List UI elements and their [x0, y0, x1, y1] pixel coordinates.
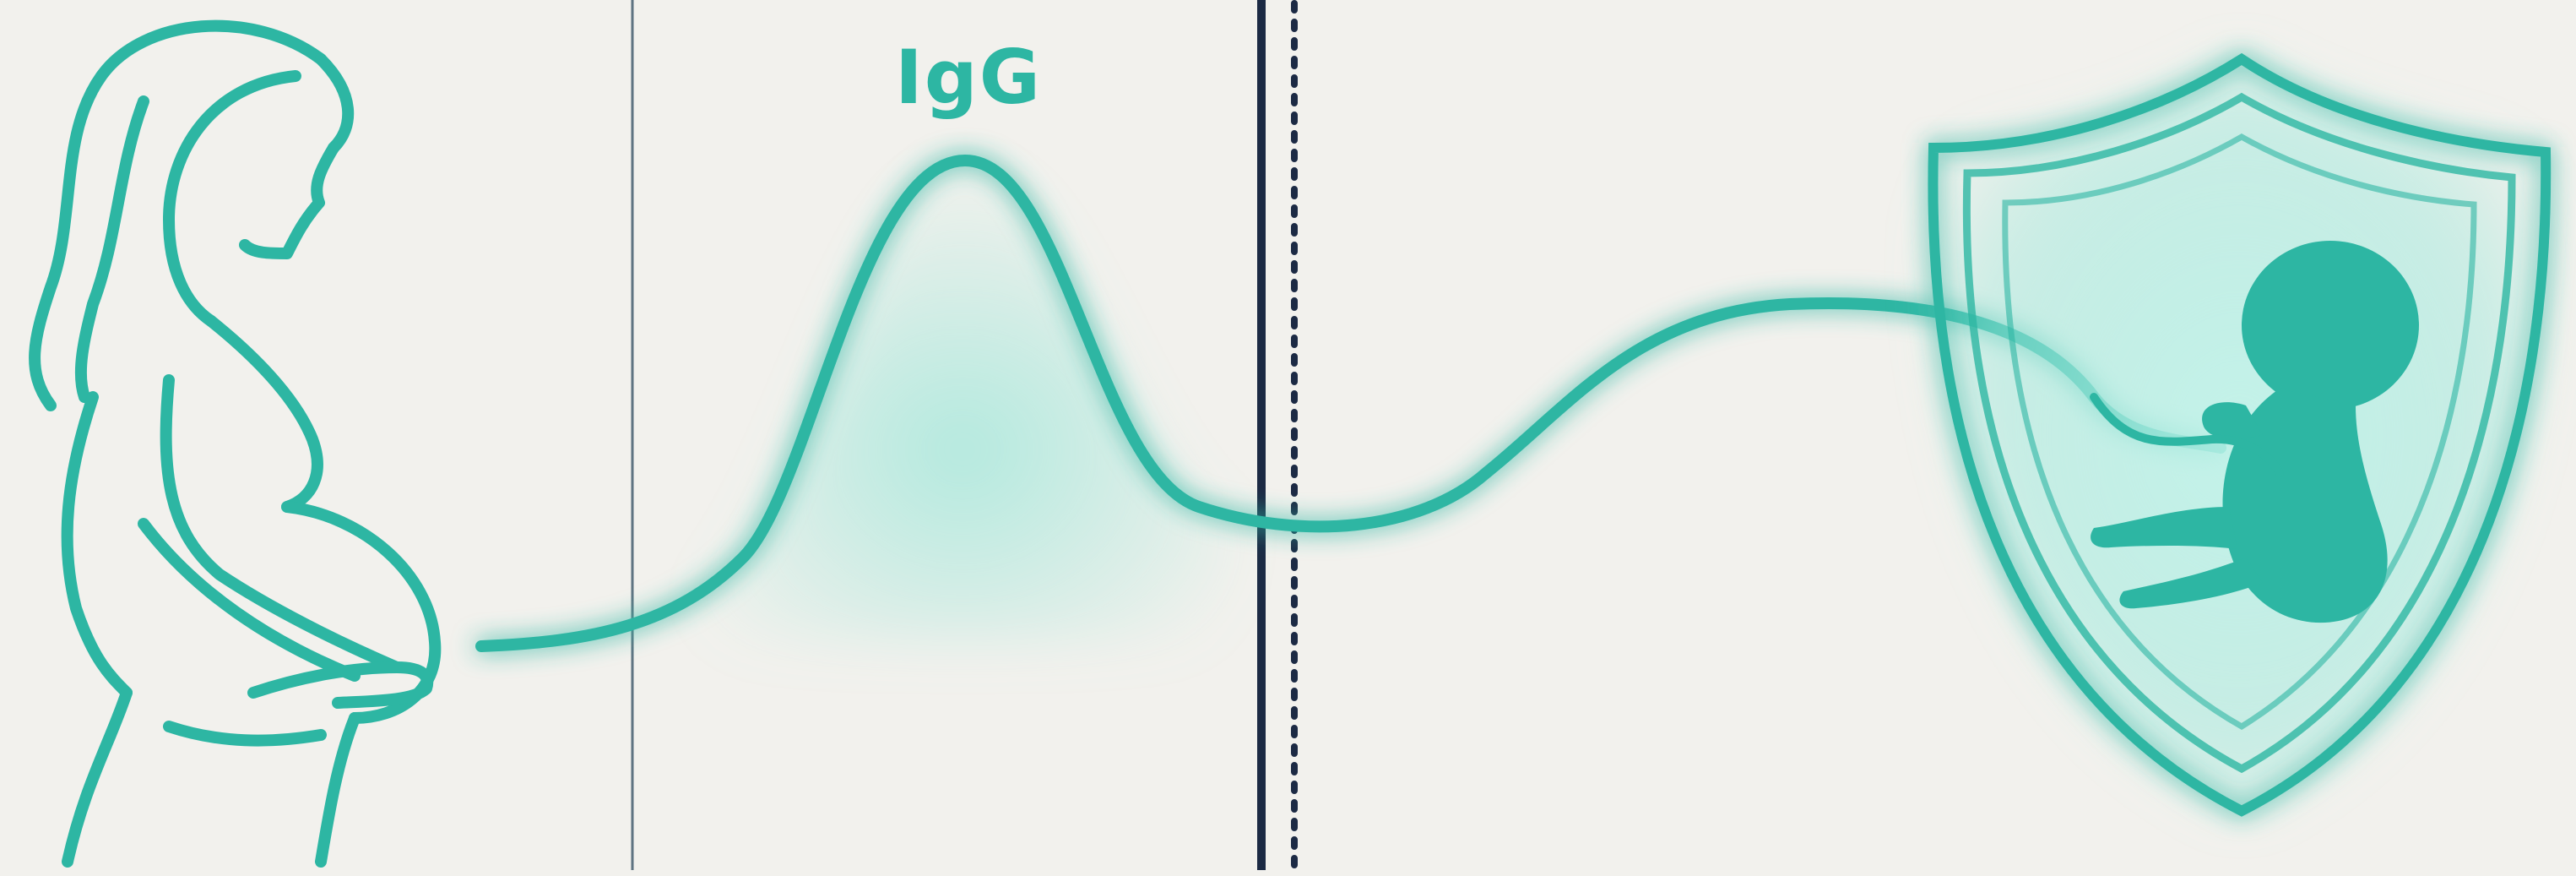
- fetus-icon: [2091, 241, 2419, 623]
- pregnant-woman-icon: [29, 19, 442, 868]
- igg-label: IgG: [895, 34, 1042, 121]
- barrier-line: [1257, 0, 1298, 873]
- umbilical-cord: [2090, 393, 2284, 477]
- igg-peak-glow: [692, 161, 1233, 642]
